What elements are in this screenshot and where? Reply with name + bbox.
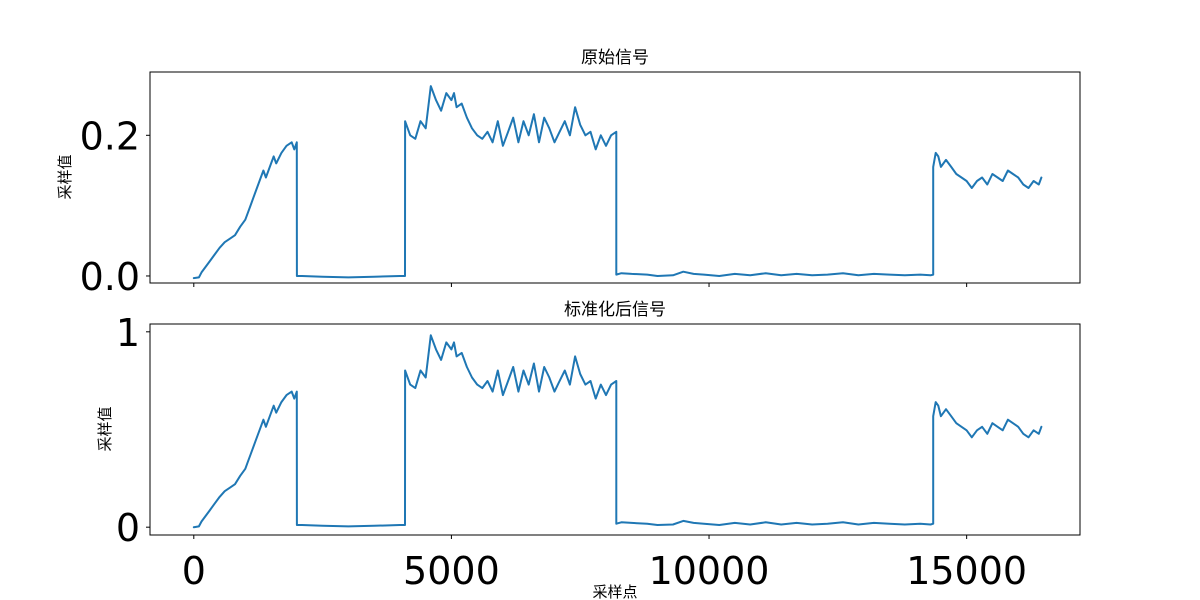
y-tick-label: 1: [116, 311, 140, 355]
subplot-original-signal: 原始信号 采样值 0.0 0.2: [56, 48, 1081, 299]
chart-title: 标准化后信号: [564, 300, 666, 320]
plot-frame: [149, 71, 1081, 284]
tick-group: [146, 134, 968, 287]
tick-label-group: 0.0 0.2: [80, 114, 140, 299]
x-tick-label: 10000: [649, 549, 770, 593]
y-tick-label: 0: [116, 506, 140, 550]
y-axis-label: 采样值: [96, 406, 114, 451]
y-axis-label: 采样值: [56, 154, 74, 199]
plot-frame: [149, 323, 1081, 536]
x-tick-label: 0: [182, 549, 206, 593]
x-tick-label: 5000: [403, 549, 500, 593]
signal-line: [192, 85, 1043, 280]
signal-line: [192, 334, 1043, 529]
tick-label-group: 0 5000 10000 15000 0 1: [116, 311, 1027, 593]
subplot-normalized-signal: 标准化后信号 采样值 0 5000 10000 15000 0 1 采样点: [96, 300, 1081, 600]
x-axis-label: 采样点: [592, 583, 637, 600]
tick-group: [146, 331, 968, 539]
y-tick-label: 0.2: [80, 114, 140, 158]
x-tick-label: 15000: [906, 549, 1027, 593]
chart-title: 原始信号: [581, 48, 649, 68]
y-tick-label: 0.0: [80, 255, 140, 299]
